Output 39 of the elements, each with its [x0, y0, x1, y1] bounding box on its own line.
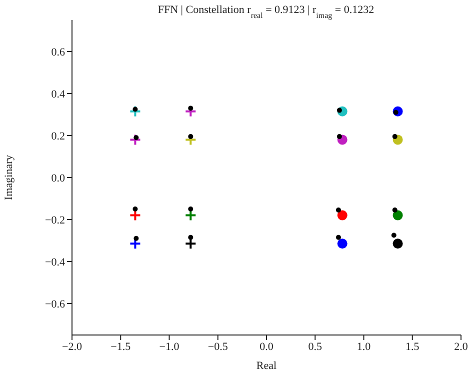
point	[132, 106, 138, 112]
point	[336, 108, 342, 113]
point	[188, 234, 194, 240]
point	[391, 232, 396, 238]
x-tick-label: −2.0	[62, 340, 82, 353]
y-tick-label: 0.2	[51, 130, 65, 142]
point	[336, 208, 341, 213]
point	[392, 210, 403, 220]
y-tick-label: 0.4	[51, 88, 66, 100]
point	[129, 105, 142, 118]
point	[392, 134, 398, 140]
point	[129, 134, 142, 146]
y-tick-label: −0.4	[45, 256, 66, 268]
point	[134, 236, 139, 241]
x-tick-label: 0.0	[260, 340, 274, 353]
y-tick-label: 0.0	[51, 172, 66, 184]
point	[336, 134, 342, 140]
point	[134, 135, 139, 140]
x-tick-label: −1.0	[159, 340, 180, 353]
point	[188, 106, 194, 111]
x-tick-label: 0.5	[308, 340, 322, 353]
x-tick-label: 1.0	[356, 340, 372, 353]
point	[337, 210, 348, 220]
y-tick-label: 0.6	[51, 46, 66, 58]
x-tick-label: −0.5	[208, 340, 228, 353]
x-tick-label: 1.5	[406, 340, 420, 353]
point	[392, 208, 398, 213]
y-tick-label: −0.6	[45, 298, 66, 310]
point	[132, 206, 138, 212]
chart-title: FFN | Constellation r$_{real}$ = 0.9123 | r$_{imag}$ = 0.1232	[158, 4, 374, 20]
point	[337, 238, 348, 249]
point	[188, 206, 194, 212]
point	[188, 134, 194, 140]
y-tick-label: −0.2	[45, 214, 65, 226]
x-axis-title: Real	[256, 360, 277, 372]
y-axis-title: Imaginary	[2, 154, 15, 200]
point	[336, 234, 341, 240]
x-tick-label: −1.5	[110, 340, 132, 353]
x-tick-label: 2.0	[454, 340, 468, 353]
